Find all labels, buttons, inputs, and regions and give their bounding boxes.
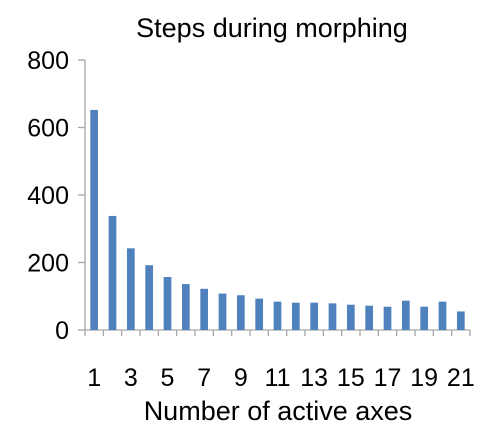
x-tick-label: 21 [447, 364, 475, 392]
bar-6 [181, 284, 190, 330]
bar-13 [310, 302, 319, 330]
y-axis: 0 200 400 600 800 [27, 47, 86, 345]
x-tick-label: 13 [300, 364, 328, 392]
x-axis-title: Number of active axes [144, 396, 413, 426]
x-tick-labels: 1 3 5 7 9 11 13 15 17 19 21 [87, 364, 475, 392]
bar-18 [401, 300, 410, 330]
y-tick-label: 200 [27, 250, 69, 278]
x-tick-label: 9 [234, 364, 248, 392]
x-tick-label: 15 [337, 364, 365, 392]
bar-4 [145, 265, 154, 330]
y-tick-label: 0 [55, 317, 69, 345]
chart-title: Steps during morphing [136, 13, 408, 43]
x-tick-label: 5 [161, 364, 175, 392]
bar-11 [273, 301, 282, 330]
bar-21 [456, 311, 465, 330]
x-tick-label: 11 [265, 364, 291, 392]
bar-12 [291, 302, 300, 330]
x-tick-label: 17 [374, 364, 402, 392]
bar-2 [108, 215, 117, 330]
bars [90, 109, 465, 330]
bar-17 [383, 306, 392, 330]
bar-10 [255, 298, 264, 330]
y-tick-label: 400 [27, 182, 69, 210]
bar-9 [236, 295, 245, 330]
bar-3 [126, 248, 135, 330]
bar-14 [328, 303, 337, 330]
x-tick-label: 19 [410, 364, 438, 392]
x-tick-label: 1 [87, 364, 101, 392]
x-tick-label: 3 [124, 364, 138, 392]
bar-19 [420, 306, 429, 330]
x-axis [84, 329, 471, 336]
bar-1 [90, 109, 99, 330]
bar-16 [365, 305, 374, 330]
y-tick-label: 800 [27, 47, 69, 75]
bar-8 [218, 293, 227, 330]
bar-7 [200, 288, 209, 330]
bar-20 [438, 301, 447, 330]
y-tick-label: 600 [27, 115, 69, 143]
bar-15 [346, 304, 355, 330]
bar-5 [163, 277, 172, 330]
x-tick-label: 7 [197, 364, 211, 392]
